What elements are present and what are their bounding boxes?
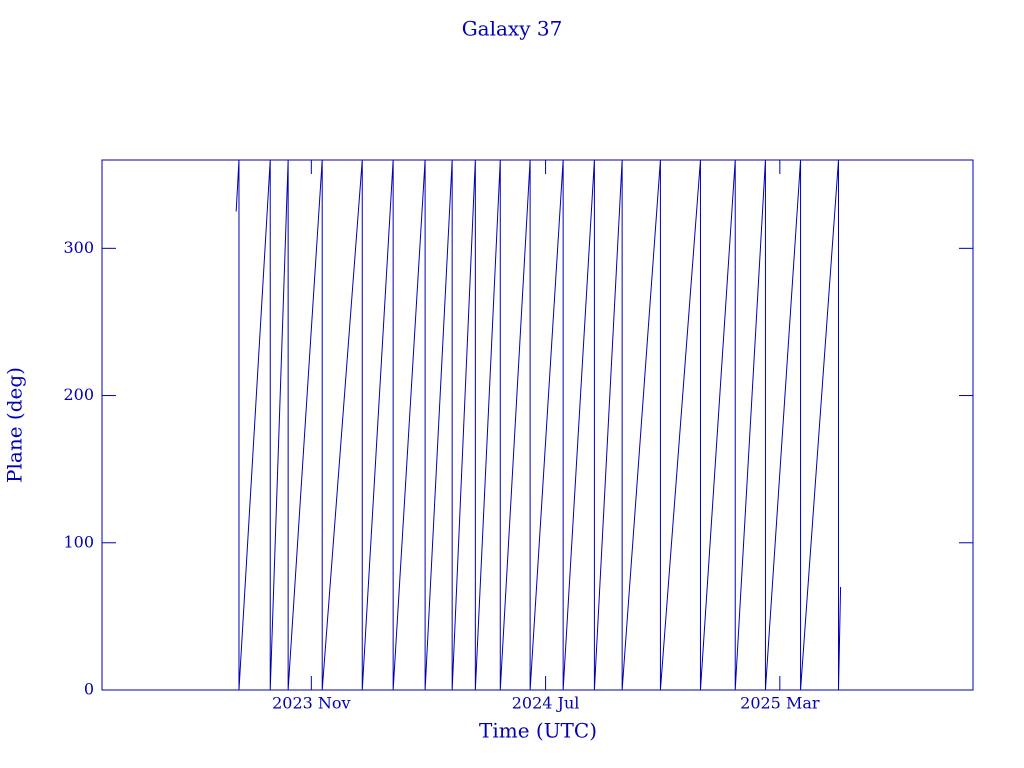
x-tick-label: 2023 Nov [272, 694, 350, 713]
x-tick-label: 2025 Mar [740, 694, 820, 713]
plot-frame [101, 159, 974, 691]
x-axis-label: Time (UTC) [479, 719, 597, 743]
y-tick-label: 100 [63, 532, 94, 551]
x-tick-label: 2024 Jul [512, 694, 580, 713]
chart-title: Galaxy 37 [462, 17, 563, 41]
y-axis-label: Plane (deg) [3, 367, 27, 483]
y-tick-label: 300 [63, 238, 94, 257]
y-tick-label: 200 [63, 385, 94, 404]
y-tick-label: 0 [84, 680, 94, 699]
data-line [235, 159, 842, 691]
